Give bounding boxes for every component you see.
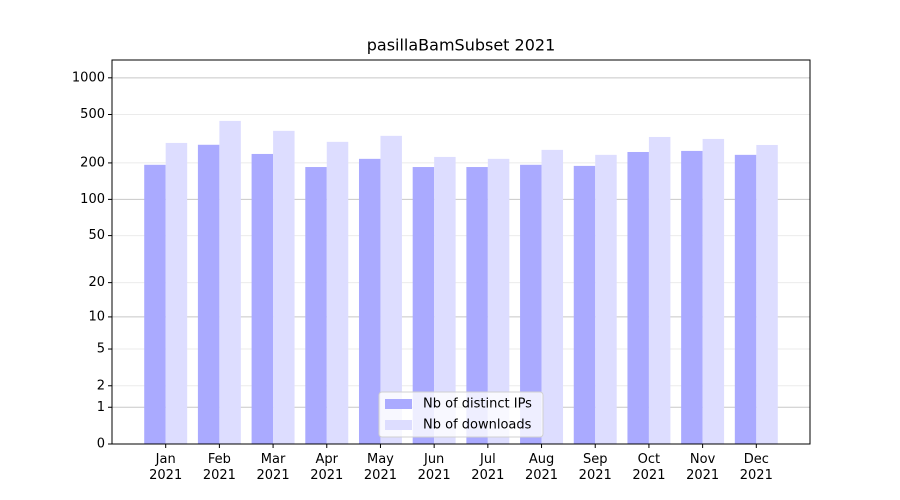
legend-label: Nb of downloads bbox=[423, 418, 532, 433]
bar bbox=[627, 151, 649, 445]
bar bbox=[358, 158, 381, 445]
x-tick-label: Jun 2021 bbox=[417, 452, 451, 483]
chart-title: pasillaBamSubset 2021 bbox=[367, 36, 556, 55]
legend-box bbox=[378, 391, 544, 438]
x-tick-label: Jan 2021 bbox=[149, 452, 183, 483]
y-tick-label: 0 bbox=[97, 437, 105, 452]
y-tick-label: 50 bbox=[88, 228, 105, 243]
legend-swatch bbox=[385, 399, 412, 409]
legend-swatch bbox=[385, 420, 412, 430]
bar bbox=[520, 164, 542, 445]
legend-label: Nb of distinct IPs bbox=[423, 397, 532, 412]
legend: Nb of distinct IPs Nb of downloads bbox=[378, 391, 544, 438]
bar bbox=[144, 164, 166, 445]
x-tick-label: Aug 2021 bbox=[524, 452, 559, 483]
bar bbox=[412, 167, 435, 444]
bar bbox=[734, 154, 757, 444]
x-tick-label: Mar 2021 bbox=[256, 452, 290, 483]
y-tick-label: 1000 bbox=[72, 70, 105, 85]
x-tick-label: Jul 2021 bbox=[471, 452, 505, 483]
y-tick-label: 200 bbox=[80, 155, 105, 170]
x-tick-label: Oct 2021 bbox=[632, 452, 666, 483]
y-tick-label: 500 bbox=[80, 107, 105, 122]
bar bbox=[541, 149, 564, 444]
y-tick-label: 100 bbox=[80, 192, 105, 207]
y-tick-label: 10 bbox=[88, 309, 105, 324]
bar bbox=[197, 144, 220, 444]
y-tick-label: 1 bbox=[97, 400, 105, 415]
x-tick-label: Feb 2021 bbox=[202, 452, 236, 483]
bar bbox=[595, 154, 617, 444]
x-tick-label: Dec 2021 bbox=[739, 452, 773, 483]
bar bbox=[380, 135, 402, 445]
x-tick-label: Apr 2021 bbox=[310, 452, 344, 483]
bar bbox=[305, 167, 327, 444]
bar bbox=[702, 138, 725, 445]
bar bbox=[648, 136, 671, 444]
x-tick-label: Sep 2021 bbox=[578, 452, 612, 483]
bar bbox=[573, 165, 596, 444]
plot-frame bbox=[111, 59, 811, 445]
x-tick-label: May 2021 bbox=[363, 452, 397, 483]
bar bbox=[487, 158, 510, 445]
bar bbox=[756, 144, 778, 444]
bar bbox=[165, 142, 188, 445]
bar bbox=[326, 141, 349, 444]
bar bbox=[251, 153, 274, 444]
y-tick-label: 20 bbox=[88, 275, 105, 290]
y-tick-label: 2 bbox=[97, 378, 105, 393]
bar bbox=[434, 156, 456, 444]
x-tick-label: Nov 2021 bbox=[686, 452, 720, 483]
bar bbox=[681, 150, 703, 444]
bar bbox=[273, 130, 295, 444]
bar bbox=[219, 120, 241, 444]
y-tick-label: 5 bbox=[97, 342, 105, 357]
bar bbox=[466, 167, 488, 444]
